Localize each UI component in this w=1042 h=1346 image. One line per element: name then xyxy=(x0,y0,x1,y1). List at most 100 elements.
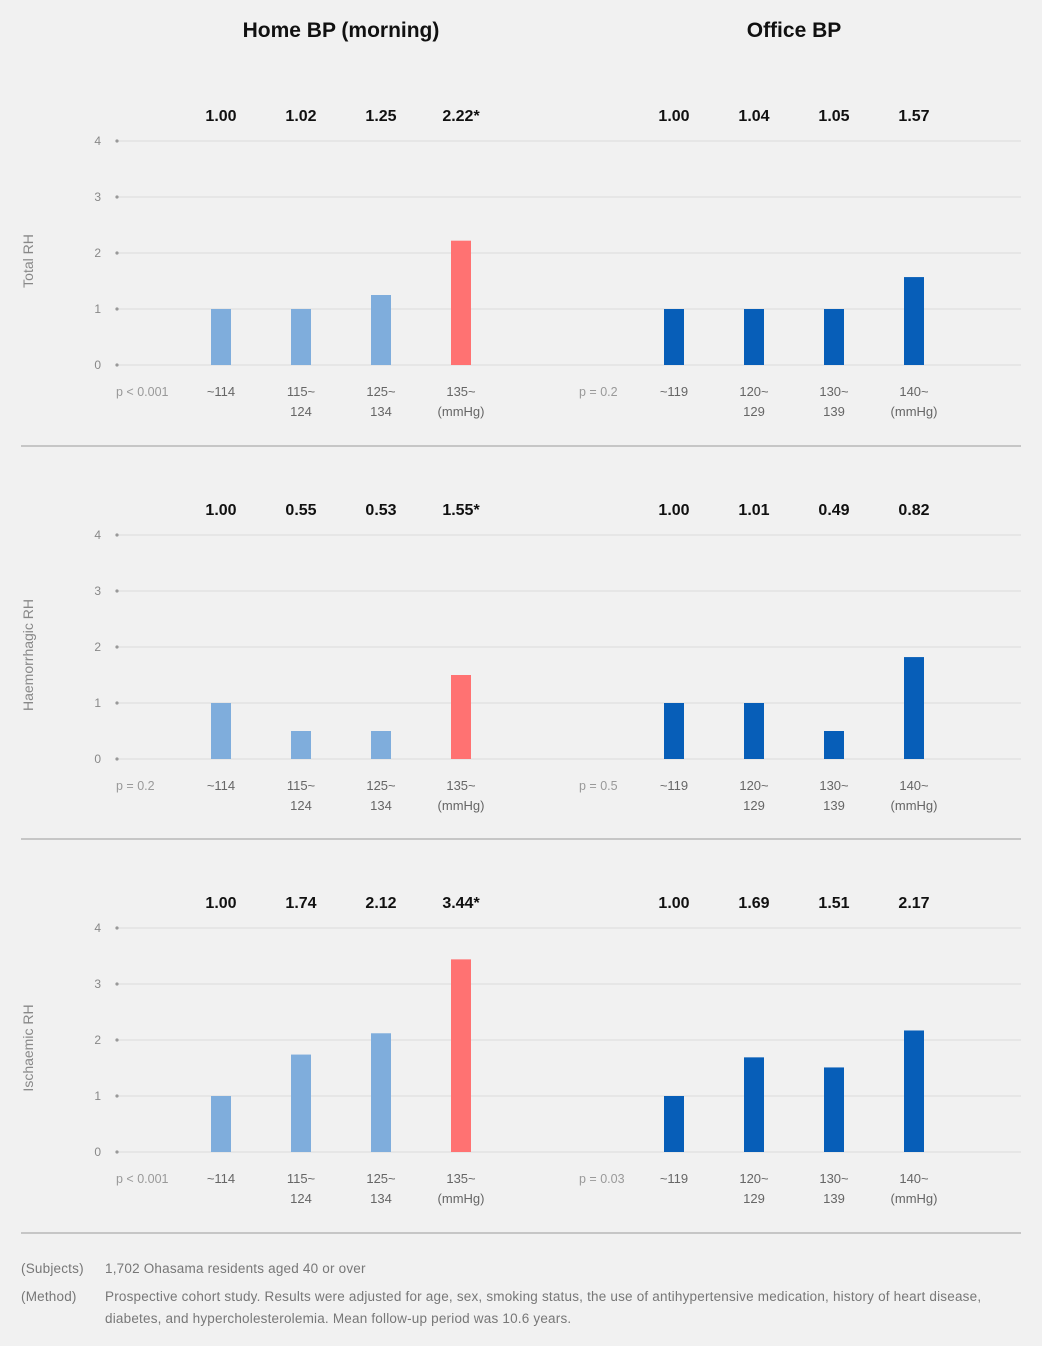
haemorrhagic-rh-office-category-label: ~119 xyxy=(660,778,688,793)
ischaemic-rh-office-category-label: 140~ xyxy=(899,1171,929,1186)
total-rh-home-bar xyxy=(371,295,391,365)
haemorrhagic-rh-home-bar xyxy=(371,731,391,759)
haemorrhagic-rh-office-value-label: 1.00 xyxy=(658,502,689,519)
ischaemic-rh-home-bar xyxy=(451,959,471,1152)
total-rh-office-value-label: 1.00 xyxy=(658,108,689,125)
total-rh-ylabel: Total RH xyxy=(20,234,36,288)
haemorrhagic-rh-home-category-label: ~114 xyxy=(207,778,235,793)
haemorrhagic-rh-home-value-label: 1.55* xyxy=(442,502,480,519)
total-rh-home-category-label: ~114 xyxy=(207,384,235,399)
footnote-subjects-text: 1,702 Ohasama residents aged 40 or over xyxy=(105,1261,366,1276)
total-rh-home-category-label: (mmHg) xyxy=(438,404,485,419)
total-rh-office-p-value: p = 0.2 xyxy=(579,385,618,399)
total-rh-ytick-label: 3 xyxy=(94,190,101,204)
ischaemic-rh-home-category-label: 134 xyxy=(370,1191,392,1206)
haemorrhagic-rh-office-value-label: 1.01 xyxy=(738,502,769,519)
total-rh-ytick-label: 2 xyxy=(94,246,101,260)
haemorrhagic-rh-ytick-label: 0 xyxy=(94,752,101,766)
haemorrhagic-rh-ytick-label: 3 xyxy=(94,584,101,598)
ischaemic-rh-office-bar xyxy=(904,1030,924,1152)
haemorrhagic-rh-office-category-label: 140~ xyxy=(899,778,929,793)
ischaemic-rh-office-value-label: 1.51 xyxy=(818,895,849,912)
total-rh-home-bar xyxy=(451,240,471,365)
ischaemic-rh-ytick-label: 3 xyxy=(94,977,101,991)
total-rh-office-category-label: 130~ xyxy=(819,384,849,399)
home-bp-header: Home BP (morning) xyxy=(243,19,440,42)
haemorrhagic-rh-office-bar xyxy=(744,703,764,759)
haemorrhagic-rh-home-bar xyxy=(451,675,471,759)
ischaemic-rh-office-category-label: 139 xyxy=(823,1191,845,1206)
total-rh-office-bar xyxy=(664,309,684,365)
ischaemic-rh-home-category-label: 125~ xyxy=(366,1171,396,1186)
ischaemic-rh-home-category-label: 135~ xyxy=(446,1171,476,1186)
ischaemic-rh-office-p-value: p = 0.03 xyxy=(579,1172,625,1186)
ischaemic-rh-office-value-label: 1.69 xyxy=(738,895,769,912)
ischaemic-rh-office-bar xyxy=(824,1067,844,1152)
haemorrhagic-rh-tick-dot xyxy=(115,645,119,649)
total-rh-home-value-label: 1.00 xyxy=(205,108,236,125)
ischaemic-rh-home-category-label: 124 xyxy=(290,1191,312,1206)
haemorrhagic-rh-office-category-label: 130~ xyxy=(819,778,849,793)
total-rh-home-category-label: 134 xyxy=(370,404,392,419)
haemorrhagic-rh-tick-dot xyxy=(115,757,119,761)
total-rh-office-bar xyxy=(744,309,764,365)
total-rh-home-bar xyxy=(211,309,231,365)
ischaemic-rh-home-bar xyxy=(371,1033,391,1152)
ischaemic-rh-ytick-label: 4 xyxy=(94,921,101,935)
haemorrhagic-rh-office-category-label: (mmHg) xyxy=(891,798,938,813)
total-rh-tick-dot xyxy=(115,363,119,367)
ischaemic-rh-home-value-label: 1.00 xyxy=(205,895,236,912)
haemorrhagic-rh-home-category-label: (mmHg) xyxy=(438,798,485,813)
ischaemic-rh-ylabel: Ischaemic RH xyxy=(20,1004,36,1091)
total-rh-office-value-label: 1.57 xyxy=(898,108,929,125)
haemorrhagic-rh-tick-dot xyxy=(115,589,119,593)
haemorrhagic-rh-tick-dot xyxy=(115,701,119,705)
total-rh-tick-dot xyxy=(115,307,119,311)
ischaemic-rh-tick-dot xyxy=(115,926,119,930)
total-rh-office-category-label: 120~ xyxy=(739,384,769,399)
ischaemic-rh-tick-dot xyxy=(115,982,119,986)
office-bp-header: Office BP xyxy=(747,19,842,42)
haemorrhagic-rh-office-category-label: 139 xyxy=(823,798,845,813)
haemorrhagic-rh-office-bar xyxy=(904,657,924,759)
ischaemic-rh-office-category-label: (mmHg) xyxy=(891,1191,938,1206)
ischaemic-rh-home-p-value: p < 0.001 xyxy=(116,1172,169,1186)
ischaemic-rh-ytick-label: 1 xyxy=(94,1089,101,1103)
haemorrhagic-rh-tick-dot xyxy=(115,533,119,537)
total-rh-ytick-label: 1 xyxy=(94,302,101,316)
ischaemic-rh-tick-dot xyxy=(115,1150,119,1154)
total-rh-office-value-label: 1.05 xyxy=(818,108,849,125)
total-rh-office-bar xyxy=(824,309,844,365)
ischaemic-rh-office-bar xyxy=(744,1057,764,1152)
total-rh-tick-dot xyxy=(115,139,119,143)
ischaemic-rh-office-value-label: 1.00 xyxy=(658,895,689,912)
ischaemic-rh-home-value-label: 1.74 xyxy=(285,895,316,912)
footnote-method-text: Prospective cohort study. Results were a… xyxy=(105,1289,982,1326)
haemorrhagic-rh-office-value-label: 0.49 xyxy=(818,502,849,519)
ischaemic-rh-home-category-label: ~114 xyxy=(207,1171,235,1186)
haemorrhagic-rh-ytick-label: 1 xyxy=(94,696,101,710)
footnote-method-label: (Method) xyxy=(21,1289,77,1304)
total-rh-home-bar xyxy=(291,309,311,365)
ischaemic-rh-home-category-label: (mmHg) xyxy=(438,1191,485,1206)
ischaemic-rh-ytick-label: 0 xyxy=(94,1145,101,1159)
haemorrhagic-rh-office-category-label: 120~ xyxy=(739,778,769,793)
ischaemic-rh-office-category-label: 129 xyxy=(743,1191,765,1206)
haemorrhagic-rh-home-p-value: p = 0.2 xyxy=(116,779,155,793)
haemorrhagic-rh-office-bar xyxy=(824,731,844,759)
total-rh-home-value-label: 1.02 xyxy=(285,108,316,125)
haemorrhagic-rh-office-category-label: 129 xyxy=(743,798,765,813)
blood-pressure-chart: Home BP (morning) Office BP 0 1 2 3 4 Total RH p… xyxy=(20,19,1021,1234)
haemorrhagic-rh-home-category-label: 135~ xyxy=(446,778,476,793)
total-rh-home-value-label: 2.22* xyxy=(442,108,480,125)
total-rh-home-category-label: 124 xyxy=(290,404,312,419)
ischaemic-rh-ytick-label: 2 xyxy=(94,1033,101,1047)
haemorrhagic-rh-office-p-value: p = 0.5 xyxy=(579,779,618,793)
total-rh-home-category-label: 125~ xyxy=(366,384,396,399)
haemorrhagic-rh-ylabel: Haemorrhagic RH xyxy=(20,599,36,711)
haemorrhagic-rh-home-bar xyxy=(211,703,231,759)
haemorrhagic-rh-home-bar xyxy=(291,731,311,759)
total-rh-home-category-label: 115~ xyxy=(287,384,316,399)
haemorrhagic-rh-home-category-label: 134 xyxy=(370,798,392,813)
ischaemic-rh-office-bar xyxy=(664,1096,684,1152)
